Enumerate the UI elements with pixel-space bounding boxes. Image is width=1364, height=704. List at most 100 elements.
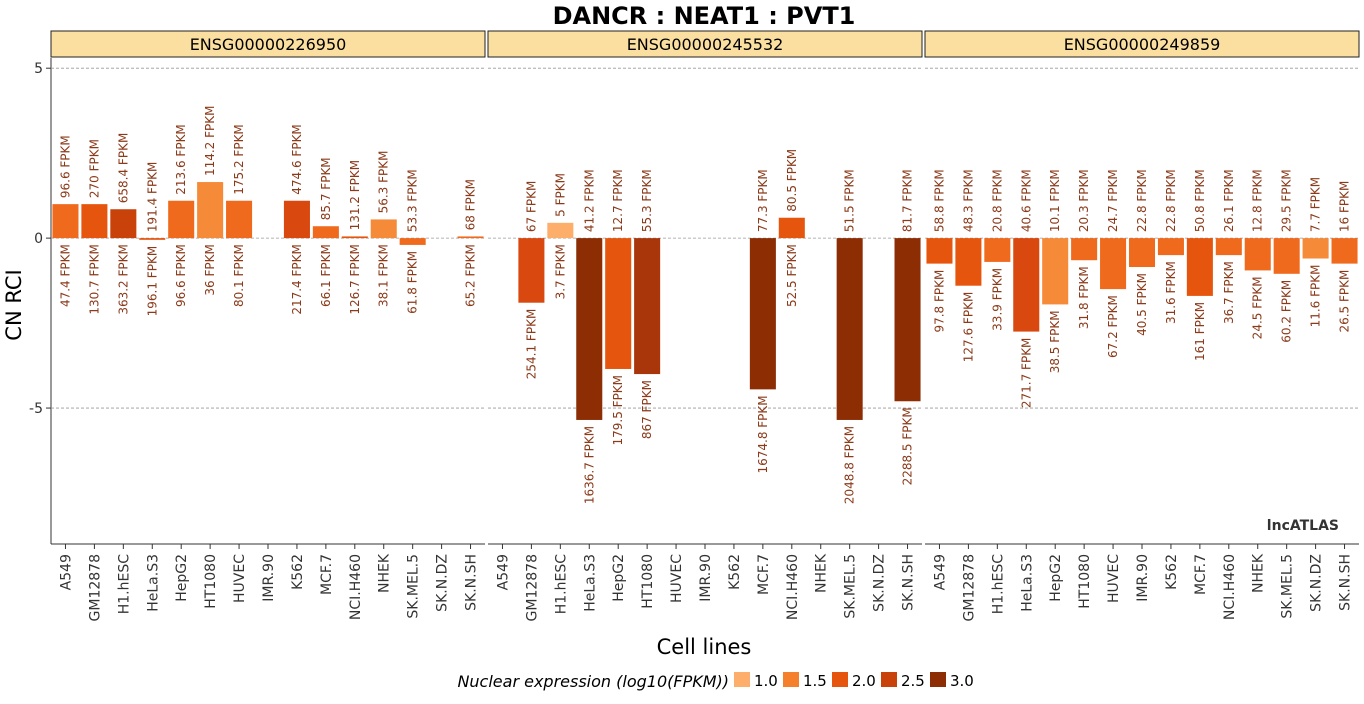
bar-top-label: 26.1 FPKM [1222, 169, 1236, 232]
bar-top-label: 29.5 FPKM [1280, 169, 1294, 232]
bar-bottom-label: 1674.8 FPKM [756, 395, 770, 473]
bar-top-label: 56.3 FPKM [377, 151, 391, 214]
legend-label: 1.5 [803, 672, 827, 690]
bar-bottom-label: 1636.7 FPKM [582, 426, 596, 504]
bar-bottom-label: 60.2 FPKM [1280, 280, 1294, 343]
bar-MCF.7 [1186, 238, 1213, 296]
bar-top-label: 7.7 FPKM [1309, 177, 1323, 232]
x-tick-label: HepG2 [611, 554, 627, 602]
watermark-lncatlas: lncATLAS [1267, 518, 1339, 534]
x-tick-label: HeLa.S3 [582, 554, 598, 612]
bar-bottom-label: 26.5 FPKM [1338, 270, 1352, 333]
bar-bottom-label: 31.6 FPKM [1164, 261, 1178, 324]
bar-top-label: 50.8 FPKM [1193, 169, 1207, 232]
legend-title: Nuclear expression (log10(FPKM)) [457, 672, 729, 691]
bar-bottom-label: 271.7 FPKM [1019, 338, 1033, 409]
x-tick-label: A549 [58, 554, 74, 590]
bar-top-label: 191.4 FPKM [145, 162, 159, 233]
bar-top-label: 77.3 FPKM [756, 169, 770, 232]
bar-bottom-label: 66.1 FPKM [319, 244, 333, 307]
x-tick-label: MCF.7 [319, 554, 335, 595]
x-tick-label: NCI.H460 [785, 554, 801, 620]
bar-top-label: 20.3 FPKM [1077, 169, 1091, 232]
legend-label: 2.0 [852, 672, 876, 690]
bar-bottom-label: 196.1 FPKM [145, 246, 159, 317]
x-tick-label: HT1080 [203, 554, 219, 609]
bar-GM12878 [518, 238, 545, 303]
bar-top-label: 10.1 FPKM [1048, 169, 1062, 232]
bar-IMR.90 [1128, 238, 1156, 268]
x-tick-label: GM12878 [524, 554, 540, 621]
bar-HepG2 [168, 200, 195, 239]
bar-H1.hESC [984, 238, 1011, 262]
bar-top-label: 270 FPKM [87, 139, 101, 198]
bar-bottom-label: 11.6 FPKM [1309, 265, 1323, 328]
x-tick-label: K562 [727, 554, 743, 590]
bar-bottom-label: 217.4 FPKM [290, 244, 304, 315]
bar-HT1080 [1071, 238, 1098, 261]
x-tick-label: SK.N.DZ [435, 554, 451, 612]
bar-bottom-label: 363.2 FPKM [116, 244, 130, 315]
legend-swatch-1.0 [734, 672, 750, 687]
x-tick-label: IMR.90 [698, 554, 714, 602]
bar-NHEK [370, 219, 397, 239]
panel-ENSG00000226950: ENSG00000226950 A549 96.6 FPKM 47.4 FPKM GM1… [50, 30, 486, 621]
bar-top-label: 53.3 FPKM [406, 169, 420, 232]
bar-top-label: 16 FPKM [1338, 181, 1352, 232]
bar-HUVEC [1100, 238, 1127, 290]
x-tick-label: MCF.7 [1193, 554, 1209, 595]
bar-bottom-label: 130.7 FPKM [87, 244, 101, 315]
bar-top-label: 41.2 FPKM [582, 169, 596, 232]
bar-bottom-label: 67.2 FPKM [1106, 295, 1120, 358]
x-tick-label: H1.hESC [116, 554, 132, 614]
x-tick-label: A549 [932, 554, 948, 590]
x-tick-label: SK.MEL.5 [843, 554, 859, 619]
bar-SK.N.SH [1331, 238, 1358, 264]
x-tick-label: NHEK [377, 553, 393, 593]
bar-SK.N.SH [457, 236, 484, 239]
bar-NCI.H460 [778, 217, 805, 239]
x-tick-label: GM12878 [87, 554, 103, 621]
bar-top-label: 131.2 FPKM [348, 160, 362, 231]
bar-top-label: 213.6 FPKM [174, 124, 188, 195]
x-tick-label: NCI.H460 [1222, 554, 1238, 620]
bar-HeLa.S3 [139, 238, 166, 240]
panel-strip-label: ENSG00000226950 [190, 35, 347, 54]
bar-top-label: 658.4 FPKM [116, 133, 130, 204]
bar-bottom-label: 2048.8 FPKM [843, 426, 857, 504]
bar-HT1080 [634, 238, 661, 375]
x-tick-label: H1.hESC [990, 554, 1006, 614]
bar-top-label: 24.7 FPKM [1106, 169, 1120, 232]
x-tick-label: HepG2 [1048, 554, 1064, 602]
bar-bottom-label: 47.4 FPKM [58, 244, 72, 307]
bar-top-label: 80.5 FPKM [785, 149, 799, 212]
bar-K562 [1157, 238, 1184, 256]
bar-SK.N.SH [894, 238, 921, 402]
bar-bottom-label: 24.5 FPKM [1251, 276, 1265, 339]
bar-HUVEC [226, 200, 253, 239]
bar-top-label: 12.8 FPKM [1251, 169, 1265, 232]
panel-strip [924, 30, 1360, 58]
bar-top-label: 20.8 FPKM [990, 169, 1004, 232]
bar-NCI.H460 [1215, 238, 1242, 256]
bar-bottom-label: 161 FPKM [1193, 302, 1207, 361]
x-tick-label: SK.N.DZ [1309, 554, 1325, 612]
x-tick-label: SK.MEL.5 [1280, 554, 1296, 619]
x-tick-label: SK.N.SH [901, 554, 917, 611]
x-tick-label: A549 [495, 554, 511, 590]
bar-bottom-label: 254.1 FPKM [524, 309, 538, 380]
bar-HT1080 [197, 182, 224, 239]
panel-strip [50, 30, 486, 58]
legend-swatch-2.0 [832, 672, 848, 687]
bar-top-label: 22.8 FPKM [1135, 169, 1149, 232]
y-axis-label: CN RCI [2, 269, 26, 340]
legend: 1.0 1.5 2.0 2.5 3.0 [734, 672, 974, 690]
bar-bottom-label: 96.6 FPKM [174, 244, 188, 307]
x-tick-label: HT1080 [640, 554, 656, 609]
bar-SK.MEL.5 [1273, 238, 1300, 274]
panel-strip [487, 30, 923, 58]
x-tick-label: MCF.7 [756, 554, 772, 595]
bar-A549 [926, 238, 953, 264]
x-tick-label: NCI.H460 [348, 554, 364, 620]
